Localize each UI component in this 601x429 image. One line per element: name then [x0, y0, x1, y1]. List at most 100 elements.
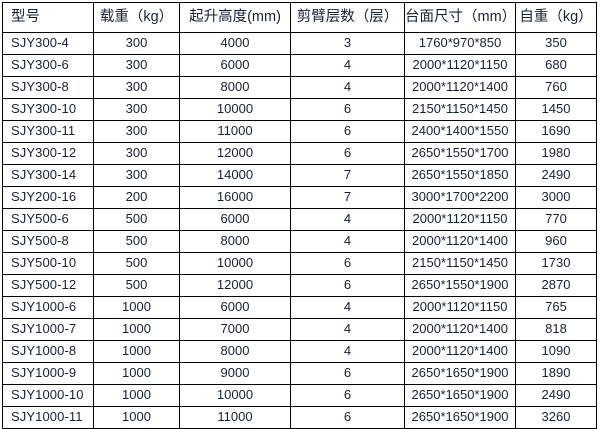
cell-table_size: 2000*1120*1150	[404, 296, 516, 319]
cell-self_weight: 1690	[515, 120, 597, 143]
cell-lift_height: 16000	[179, 186, 291, 209]
cell-self_weight: 760	[515, 76, 597, 99]
cell-lift_height: 8000	[179, 76, 291, 99]
cell-lift_height: 14000	[179, 164, 291, 187]
table-row: SJY300-4 300 4000 3 1760*970*850 350	[2, 32, 597, 55]
cell-model: SJY300-14	[2, 164, 94, 187]
cell-load: 300	[93, 120, 180, 143]
cell-arm_layers: 4	[290, 208, 405, 231]
table-header: 型号 载重（kg） 起升高度(mm) 剪臂层数（层） 台面尺寸（mm） 自重（k…	[2, 2, 597, 33]
table-row: SJY300-8 300 8000 4 2000*1120*1400 760	[2, 76, 597, 99]
cell-table_size: 3000*1700*2200	[404, 186, 516, 209]
cell-arm_layers: 6	[290, 406, 405, 429]
table-row: SJY1000-10 1000 10000 6 2650*1650*1900 2490	[2, 384, 597, 407]
cell-load: 300	[93, 54, 180, 77]
cell-table_size: 2650*1650*1900	[404, 406, 516, 429]
cell-arm_layers: 4	[290, 296, 405, 319]
cell-model: SJY1000-11	[2, 406, 94, 429]
cell-arm_layers: 4	[290, 340, 405, 363]
table-row: SJY300-11 300 11000 6 2400*1400*1550 1690	[2, 120, 597, 143]
cell-table_size: 2000*1120*1150	[404, 208, 516, 231]
table-row: SJY300-10 300 10000 6 2150*1150*1450 1450	[2, 98, 597, 121]
cell-load: 1000	[93, 384, 180, 407]
cell-model: SJY1000-8	[2, 340, 94, 363]
cell-lift_height: 9000	[179, 362, 291, 385]
table-row: SJY300-12 300 12000 6 2650*1550*1700 1980	[2, 142, 597, 165]
cell-load: 500	[93, 274, 180, 297]
cell-load: 500	[93, 230, 180, 253]
table-row: SJY200-16 200 16000 7 3000*1700*2200 3000	[2, 186, 597, 209]
cell-arm_layers: 3	[290, 32, 405, 55]
cell-model: SJY1000-7	[2, 318, 94, 341]
cell-table_size: 2400*1400*1550	[404, 120, 516, 143]
cell-self_weight: 2490	[515, 384, 597, 407]
cell-self_weight: 1090	[515, 340, 597, 363]
table-row: SJY1000-8 1000 8000 4 2000*1120*1400 1090	[2, 340, 597, 363]
cell-table_size: 2000*1120*1150	[404, 54, 516, 77]
cell-load: 1000	[93, 318, 180, 341]
cell-arm_layers: 6	[290, 142, 405, 165]
cell-lift_height: 8000	[179, 230, 291, 253]
cell-self_weight: 1450	[515, 98, 597, 121]
cell-table_size: 2150*1150*1450	[404, 98, 516, 121]
cell-self_weight: 3000	[515, 186, 597, 209]
cell-load: 500	[93, 208, 180, 231]
cell-lift_height: 7000	[179, 318, 291, 341]
cell-load: 1000	[93, 296, 180, 319]
cell-arm_layers: 4	[290, 318, 405, 341]
cell-model: SJY1000-9	[2, 362, 94, 385]
cell-load: 300	[93, 76, 180, 99]
column-header-table-size: 台面尺寸（mm）	[404, 2, 516, 33]
cell-model: SJY500-10	[2, 252, 94, 275]
cell-lift_height: 10000	[179, 98, 291, 121]
cell-self_weight: 765	[515, 296, 597, 319]
cell-lift_height: 10000	[179, 384, 291, 407]
cell-self_weight: 680	[515, 54, 597, 77]
cell-load: 300	[93, 98, 180, 121]
cell-arm_layers: 6	[290, 120, 405, 143]
table-header-row: 型号 载重（kg） 起升高度(mm) 剪臂层数（层） 台面尺寸（mm） 自重（k…	[2, 2, 597, 33]
column-header-load: 载重（kg）	[93, 2, 180, 33]
cell-table_size: 2150*1150*1450	[404, 252, 516, 275]
cell-model: SJY1000-6	[2, 296, 94, 319]
cell-load: 1000	[93, 340, 180, 363]
cell-table_size: 2650*1550*1900	[404, 274, 516, 297]
cell-arm_layers: 6	[290, 274, 405, 297]
cell-lift_height: 6000	[179, 208, 291, 231]
cell-arm_layers: 7	[290, 186, 405, 209]
column-header-self-weight: 自重（kg）	[515, 2, 597, 33]
cell-table_size: 2650*1550*1700	[404, 142, 516, 165]
cell-self_weight: 2870	[515, 274, 597, 297]
table-row: SJY1000-6 1000 6000 4 2000*1120*1150 765	[2, 296, 597, 319]
cell-arm_layers: 4	[290, 76, 405, 99]
cell-load: 1000	[93, 406, 180, 429]
cell-self_weight: 2490	[515, 164, 597, 187]
table-body: SJY300-4 300 4000 3 1760*970*850 350 SJY300-6 3…	[2, 32, 597, 429]
cell-table_size: 2000*1120*1400	[404, 340, 516, 363]
cell-model: SJY300-4	[2, 32, 94, 55]
cell-lift_height: 6000	[179, 296, 291, 319]
cell-model: SJY300-11	[2, 120, 94, 143]
table-row: SJY500-12 500 12000 6 2650*1550*1900 2870	[2, 274, 597, 297]
cell-model: SJY300-6	[2, 54, 94, 77]
table-row: SJY500-6 500 6000 4 2000*1120*1150 770	[2, 208, 597, 231]
cell-model: SJY500-12	[2, 274, 94, 297]
cell-lift_height: 12000	[179, 142, 291, 165]
cell-load: 300	[93, 164, 180, 187]
cell-model: SJY1000-10	[2, 384, 94, 407]
cell-self_weight: 770	[515, 208, 597, 231]
table-row: SJY300-14 300 14000 7 2650*1550*1850 2490	[2, 164, 597, 187]
cell-lift_height: 8000	[179, 340, 291, 363]
table-row: SJY500-10 500 10000 6 2150*1150*1450 1730	[2, 252, 597, 275]
table-row: SJY1000-9 1000 9000 6 2650*1650*1900 1890	[2, 362, 597, 385]
column-header-lift-height: 起升高度(mm)	[179, 2, 291, 33]
table-row: SJY300-6 300 6000 4 2000*1120*1150 680	[2, 54, 597, 77]
column-header-model: 型号	[2, 2, 94, 33]
cell-arm_layers: 6	[290, 384, 405, 407]
cell-self_weight: 818	[515, 318, 597, 341]
cell-table_size: 2000*1120*1400	[404, 76, 516, 99]
cell-lift_height: 11000	[179, 120, 291, 143]
cell-table_size: 2000*1120*1400	[404, 230, 516, 253]
cell-table_size: 2650*1650*1900	[404, 384, 516, 407]
